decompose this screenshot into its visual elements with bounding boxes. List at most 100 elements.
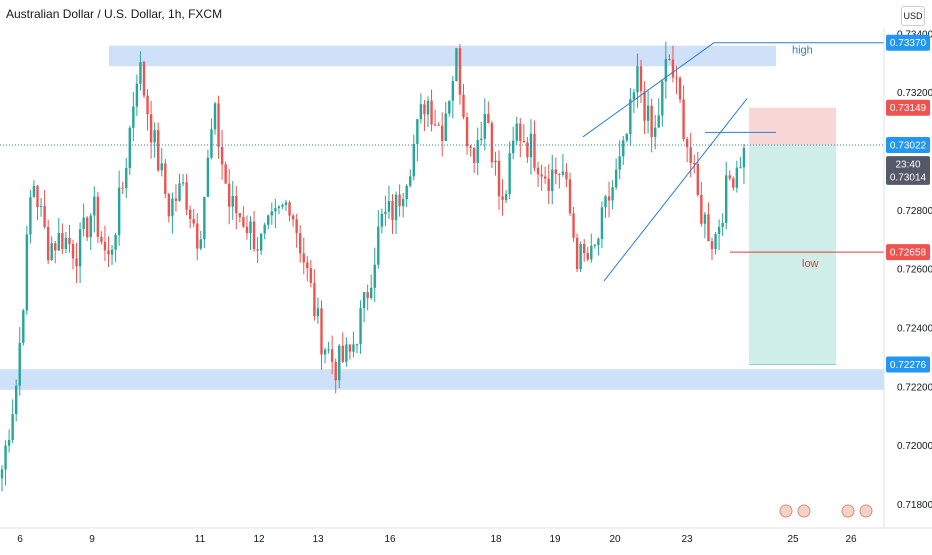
candle-body — [657, 115, 660, 128]
candle-body — [618, 156, 621, 170]
candle-body — [483, 113, 486, 139]
candle-body — [242, 217, 245, 227]
candle-body — [270, 211, 273, 216]
x-tick-label: 11 — [195, 534, 206, 545]
candle-body — [185, 182, 188, 210]
candle-body — [117, 187, 121, 236]
candle-body — [540, 174, 543, 177]
price-badge — [886, 356, 930, 373]
candle-body — [29, 197, 32, 235]
candle-body — [497, 160, 501, 197]
candle-body — [32, 185, 36, 198]
candle-body — [579, 243, 582, 270]
candle-body — [196, 223, 199, 249]
candle-body — [181, 182, 185, 184]
candle-body — [604, 196, 607, 208]
candle-body — [646, 105, 650, 121]
candle-body — [458, 48, 462, 95]
candle-body — [536, 167, 540, 175]
event-icons[interactable] — [779, 504, 873, 518]
candle-body — [547, 178, 550, 192]
candle-body — [476, 140, 479, 163]
candle-body — [149, 114, 153, 143]
candle-body — [455, 48, 458, 82]
annotation-low: low — [802, 258, 819, 270]
candle-body — [572, 213, 575, 238]
candle-body — [444, 113, 447, 142]
candle-body — [629, 99, 632, 135]
candle-body — [472, 147, 476, 163]
candle-body — [355, 344, 359, 346]
candle-body — [423, 104, 426, 115]
candle-body — [274, 208, 277, 212]
candle-body — [174, 198, 178, 201]
candle-body — [583, 243, 586, 254]
candle-body — [739, 167, 742, 169]
candle-body — [377, 226, 380, 265]
event-icon[interactable] — [841, 504, 855, 518]
candle-body — [25, 234, 29, 311]
candle-body — [306, 262, 309, 269]
candle-body — [7, 439, 11, 446]
event-icon[interactable] — [779, 504, 793, 518]
candle-body — [696, 163, 699, 195]
candle-body — [61, 232, 64, 250]
candle-body — [291, 215, 295, 220]
candle-body — [519, 123, 522, 141]
candle-body — [210, 129, 213, 158]
price-badge-label: 0.73022 — [890, 141, 927, 152]
candle-body — [235, 196, 238, 214]
candle-body — [728, 175, 731, 179]
candle-body — [693, 163, 696, 165]
candle-body — [309, 268, 313, 283]
candle-body — [96, 196, 100, 237]
candle-body — [373, 264, 376, 288]
candle-body — [0, 469, 4, 479]
candle-body — [46, 226, 50, 261]
chart-title: Australian Dollar / U.S. Dollar, 1h, FXC… — [6, 7, 223, 21]
price-badge-label: 0.72276 — [890, 360, 927, 371]
candle-body — [64, 237, 68, 250]
candle-body — [330, 349, 334, 362]
candle-body — [362, 292, 366, 309]
price-badge — [886, 168, 930, 185]
candle-body — [199, 239, 202, 249]
candle-body — [313, 282, 316, 317]
x-tick-label: 16 — [384, 534, 396, 545]
candle-body — [501, 196, 504, 200]
event-icon[interactable] — [859, 504, 873, 518]
candle-body — [139, 62, 142, 84]
candle-body — [721, 222, 724, 228]
candle-body — [295, 219, 298, 234]
y-tick-label: 0.71800 — [897, 500, 932, 511]
x-tick-label: 23 — [681, 534, 693, 545]
candle-body — [391, 200, 394, 221]
candle-body — [387, 200, 391, 212]
price-badge — [886, 137, 930, 154]
candle-body — [671, 59, 675, 78]
candle-body — [661, 81, 664, 116]
y-tick-label: 0.72400 — [897, 324, 932, 335]
candle-body — [259, 233, 263, 251]
candle-body — [490, 123, 494, 163]
channel-upper-line — [582, 42, 715, 138]
position-risk-area — [749, 107, 836, 146]
candles-layer — [0, 41, 746, 492]
annotation-high: high — [792, 45, 813, 57]
currency-button[interactable]: USD — [901, 6, 925, 26]
x-tick-label: 26 — [845, 534, 857, 545]
candle-body — [89, 215, 92, 238]
price-badge — [886, 244, 930, 261]
candle-body — [462, 94, 465, 118]
candle-body — [15, 385, 18, 415]
price-badges-layer: 0.73370 0.73149 0.73022 23:400.73014 0.72658… — [886, 34, 930, 373]
candle-body — [142, 62, 146, 96]
candle-body — [43, 205, 46, 227]
candle-body — [533, 133, 536, 168]
candle-body — [508, 153, 511, 195]
event-icon[interactable] — [797, 504, 811, 518]
candle-body — [245, 226, 249, 234]
candle-body — [238, 213, 242, 218]
